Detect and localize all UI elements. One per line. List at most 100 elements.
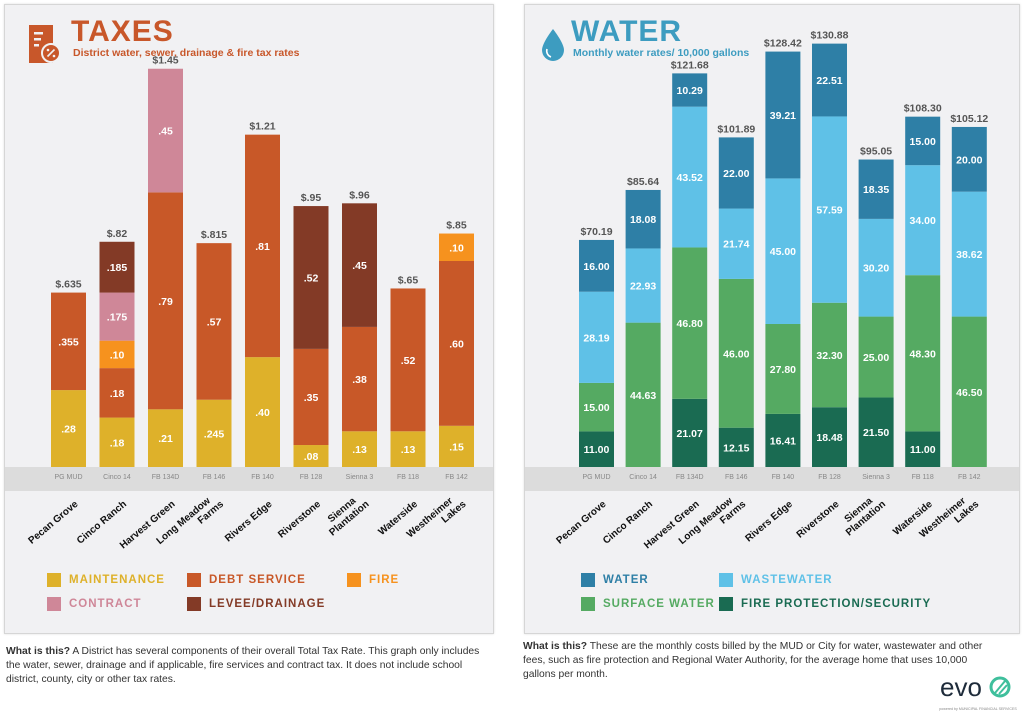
category-label: Rivers Edge: [223, 499, 275, 545]
bar-segment-debt-service: [439, 261, 474, 426]
category-label: SiennaPlantation: [320, 490, 371, 538]
legend-label: CONTRACT: [69, 598, 142, 610]
bar-segment-surface-water: [579, 382, 614, 432]
district-code-label: Cinco 14: [629, 474, 657, 481]
taxes-subtitle: District water, sewer, drainage & fire t…: [73, 47, 300, 59]
segment-value-label: 22.93: [630, 281, 656, 293]
bar-segment-maintenance: [51, 390, 86, 467]
category-label-line: Rivers Edge: [743, 499, 795, 545]
segment-value-label: .13: [401, 444, 416, 456]
water-chart: 11.00 15.00 28.19 16.00 $70.19 PG MUD Pecan Gr…: [525, 30, 1019, 551]
segment-value-label: 39.21: [770, 110, 796, 122]
segment-value-label: 16.41: [770, 435, 796, 447]
district-code-label: FB 140: [772, 474, 795, 481]
district-code-label: PG MUD: [583, 474, 611, 481]
segment-value-label: 34.00: [910, 215, 936, 227]
bar-segment-water: [905, 116, 941, 166]
segment-value-label: 15.00: [583, 402, 609, 414]
legend-swatch: [719, 573, 733, 587]
segment-value-label: .15: [449, 441, 464, 453]
segment-value-label: .28: [61, 424, 76, 436]
bar-segment-water: [858, 159, 894, 219]
bar-segment-surface-water: [625, 322, 661, 467]
bar-total-label: $105.12: [950, 113, 988, 125]
bar-total-label: $130.88: [811, 30, 849, 42]
segment-value-label: .35: [304, 392, 319, 404]
bar-segment-surface-water: [718, 278, 754, 428]
bar-total-label: $95.05: [860, 146, 892, 158]
bar-segment-surface-water: [812, 302, 847, 408]
taxes-note: What is this? A District has several com…: [6, 645, 496, 687]
bar-segment-wastewater: [858, 218, 894, 317]
segment-value-label: .18: [110, 388, 125, 400]
category-label: Rivers Edge: [743, 499, 795, 545]
bar-segment-wastewater: [765, 178, 801, 324]
legend-swatch: [719, 597, 733, 611]
legend-item-maintenance: MAINTENANCE: [47, 573, 165, 587]
bar-segment-debt-service: [51, 292, 86, 391]
bar-segment-fire: [99, 340, 135, 369]
bar-segment-wastewater: [625, 248, 661, 323]
bar-segment-water: [812, 43, 847, 117]
tax-document-percent-icon: [29, 25, 61, 63]
segment-value-label: 10.29: [677, 85, 703, 97]
legend-item-water: WATER: [581, 573, 649, 587]
segment-value-label: 43.52: [677, 172, 703, 184]
category-label-line: Riverstone: [276, 499, 323, 541]
category-label: Pecan Grove: [555, 499, 609, 547]
segment-value-label: 21.74: [723, 239, 749, 251]
legend-label: FIRE PROTECTION/SECURITY: [741, 598, 932, 610]
bar-segment-maintenance: [390, 431, 426, 467]
segment-value-label: 57.59: [816, 205, 842, 217]
bar-total-label: $1.45: [152, 55, 178, 67]
legend-item-levee-drainage: LEVEE/DRAINAGE: [187, 597, 325, 611]
bar-segment-water: [579, 239, 614, 292]
segment-value-label: 30.20: [863, 263, 889, 275]
legend-swatch: [581, 597, 595, 611]
district-code-label: PG MUD: [55, 474, 83, 481]
bar-total-label: $128.42: [764, 38, 802, 50]
segment-value-label: .79: [158, 296, 173, 308]
bar-segment-fire-protection-security: [718, 427, 754, 467]
segment-value-label: .245: [204, 428, 225, 440]
segment-value-label: 15.00: [910, 136, 936, 148]
bar-total-label: $1.21: [249, 121, 275, 133]
segment-value-label: 22.00: [723, 168, 749, 180]
legend-swatch: [187, 597, 201, 611]
bar-segment-fire-protection-security: [858, 397, 894, 467]
bar-total-label: $101.89: [717, 123, 755, 135]
category-label-line: Riverstone: [795, 499, 842, 541]
segment-value-label: .18: [110, 437, 125, 449]
segment-value-label: 28.19: [583, 332, 609, 344]
evo-logo: evo powered by MUNICIPAL FINANCIAL SERVI…: [939, 672, 1017, 711]
bar-segment-wastewater: [951, 191, 987, 317]
taxes-chart: .28 .355 $.635 PG MUD Pecan Grove .18 .18 .10 .1…: [5, 55, 493, 555]
legend-label: WASTEWATER: [741, 574, 833, 586]
bar-pecan-grove: 11.00 15.00 28.19 16.00 $70.19 PG MUD Pecan Gr…: [555, 226, 614, 547]
segment-value-label: .60: [449, 338, 464, 350]
legend-label: SURFACE WATER: [603, 598, 715, 610]
water-note: What is this? These are the monthly cost…: [523, 640, 983, 682]
category-label-line: Pecan Grove: [27, 499, 81, 547]
district-code-label: FB 140: [251, 474, 274, 481]
bar-segment-debt-service: [99, 368, 135, 418]
category-label-line: Rivers Edge: [223, 499, 275, 545]
district-code-label: FB 128: [300, 474, 323, 481]
district-code-label: Sienna 3: [862, 474, 890, 481]
bar-segment-fire-protection-security: [672, 398, 708, 467]
bar-segment-maintenance: [148, 409, 183, 467]
district-code-label: FB 118: [397, 474, 419, 481]
district-code-band: [525, 467, 1019, 491]
segment-value-label: 46.50: [956, 387, 982, 399]
bar-pecan-grove: .28 .355 $.635 PG MUD Pecan Grove: [27, 279, 86, 547]
district-code-label: FB 134D: [676, 474, 704, 481]
legend-label: DEBT SERVICE: [209, 574, 306, 586]
segment-value-label: .08: [304, 451, 319, 463]
category-label: Long MeadowFarms: [155, 490, 227, 555]
bar-segment-wastewater: [718, 208, 754, 279]
bar-segment-debt-service: [293, 348, 329, 446]
segment-value-label: 18.08: [630, 214, 656, 226]
